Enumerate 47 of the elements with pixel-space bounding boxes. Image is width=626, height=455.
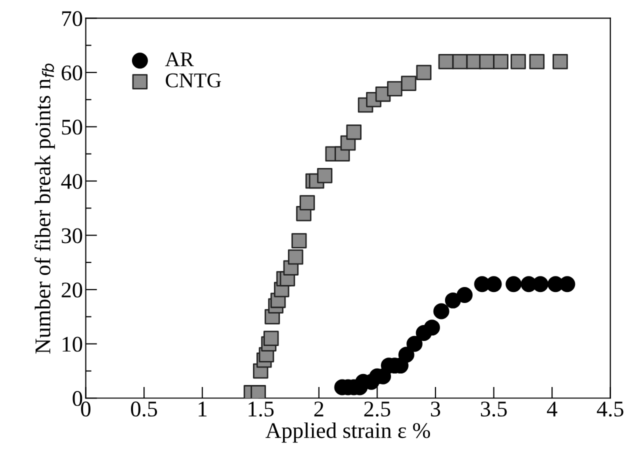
x-tick-label: 3 <box>430 402 440 417</box>
point <box>493 54 508 70</box>
point <box>317 168 332 184</box>
point <box>510 54 526 70</box>
point <box>401 76 416 91</box>
x-tick-label: 3.5 <box>480 402 507 417</box>
point <box>559 276 576 292</box>
point <box>387 81 402 96</box>
point <box>438 54 454 70</box>
y-axis-title: Number of fiber break points n$_{fb}$ <box>34 64 55 354</box>
x-tick-label: 0.5 <box>131 402 158 417</box>
point <box>346 124 362 140</box>
point <box>529 54 545 70</box>
y-tick-label: 70 <box>62 11 82 26</box>
x-axis-title: Applied strain ε % <box>266 422 430 443</box>
x-tick-label: 4 <box>546 402 558 416</box>
point <box>291 233 307 248</box>
point <box>452 54 468 70</box>
x-tick-label: 2 <box>314 402 324 416</box>
point <box>398 346 414 363</box>
point <box>506 276 522 292</box>
x-tick-label: 1 <box>198 402 207 416</box>
point <box>552 54 568 70</box>
y-tick-label: 0 <box>72 391 82 406</box>
point <box>479 54 494 70</box>
point <box>250 385 266 398</box>
point <box>263 330 279 346</box>
x-tick-label: 2.5 <box>364 402 390 417</box>
point <box>300 195 315 210</box>
point <box>444 292 461 308</box>
y-tick-label: 40 <box>61 174 82 189</box>
y-tick-label: 20 <box>62 282 82 298</box>
point <box>456 287 473 303</box>
y-tick-label: 10 <box>62 336 82 352</box>
point <box>406 336 422 352</box>
x-tick-label: 1.5 <box>248 402 274 417</box>
y-tick-label: 30 <box>62 228 82 244</box>
y-tick-label: 60 <box>62 65 82 80</box>
point <box>416 64 432 80</box>
point <box>288 249 304 265</box>
x-tick-label: 4.5 <box>596 402 624 417</box>
legend-label: CNTG <box>166 73 221 88</box>
point <box>424 320 440 336</box>
y-tick-label: 50 <box>62 120 82 135</box>
point <box>486 276 502 292</box>
legend-label: AR <box>165 52 194 66</box>
point <box>433 303 450 320</box>
